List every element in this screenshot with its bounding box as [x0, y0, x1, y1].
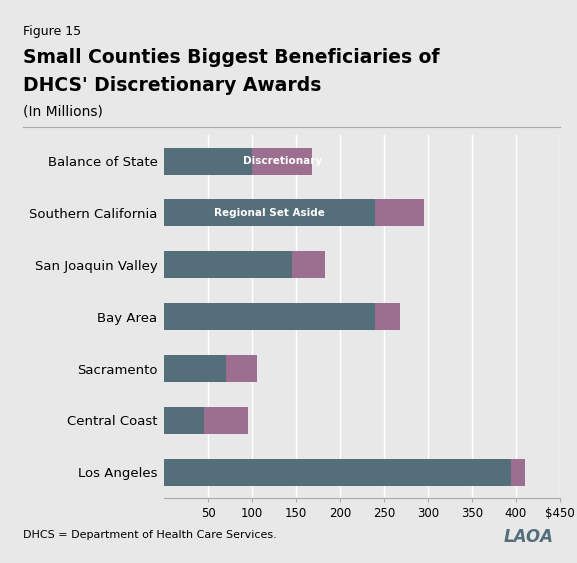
Bar — [511, 459, 524, 486]
Text: Regional Set Aside: Regional Set Aside — [215, 208, 325, 218]
Bar — [164, 148, 252, 175]
Bar — [292, 251, 325, 278]
Bar — [204, 407, 248, 434]
Text: Small Counties Biggest Beneficiaries of: Small Counties Biggest Beneficiaries of — [23, 48, 440, 67]
Bar — [375, 199, 424, 226]
Bar — [164, 459, 511, 486]
Bar — [164, 199, 375, 226]
Bar — [226, 355, 257, 382]
Text: Figure 15: Figure 15 — [23, 25, 81, 38]
Text: (In Millions): (In Millions) — [23, 104, 103, 118]
Bar — [375, 303, 400, 330]
Bar — [164, 251, 292, 278]
Bar — [164, 303, 375, 330]
Bar — [164, 355, 226, 382]
Text: LAOA: LAOA — [504, 528, 554, 546]
Text: Discretionary: Discretionary — [242, 156, 322, 166]
Text: DHCS = Department of Health Care Services.: DHCS = Department of Health Care Service… — [23, 530, 277, 540]
Text: DHCS' Discretionary Awards: DHCS' Discretionary Awards — [23, 76, 321, 95]
Bar — [164, 407, 204, 434]
Bar — [252, 148, 312, 175]
